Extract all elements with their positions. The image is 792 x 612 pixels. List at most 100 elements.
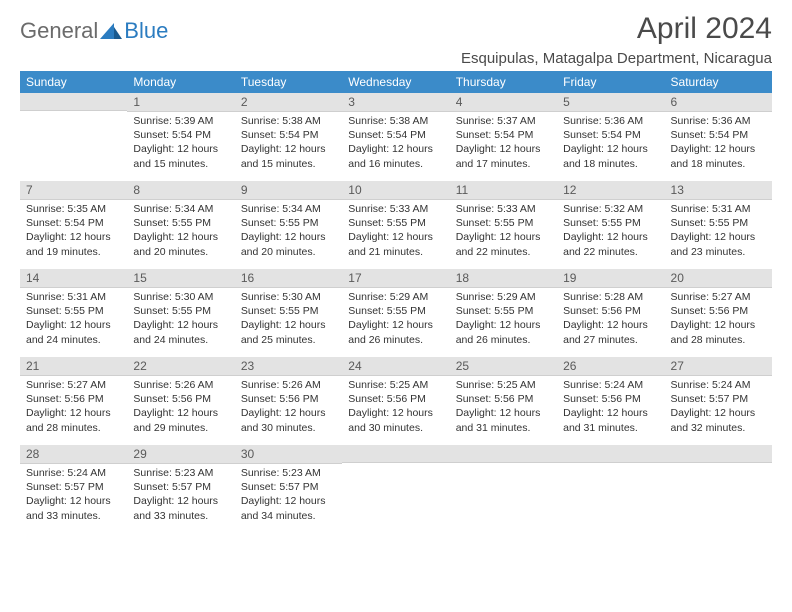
day-body: Sunrise: 5:24 AMSunset: 5:57 PMDaylight:… (665, 376, 772, 437)
day-header: Tuesday (235, 71, 342, 93)
day-line: Sunrise: 5:36 AM (563, 114, 658, 128)
day-line: Daylight: 12 hours and 18 minutes. (671, 142, 766, 170)
day-number: 22 (127, 357, 234, 376)
day-line: Sunrise: 5:25 AM (348, 378, 443, 392)
day-line: Sunset: 5:57 PM (671, 392, 766, 406)
day-line: Daylight: 12 hours and 22 minutes. (456, 230, 551, 258)
day-number (557, 445, 664, 463)
day-line: Sunset: 5:55 PM (348, 304, 443, 318)
day-line: Sunrise: 5:23 AM (133, 466, 228, 480)
calendar-head: SundayMondayTuesdayWednesdayThursdayFrid… (20, 71, 772, 93)
day-line: Sunset: 5:55 PM (133, 216, 228, 230)
day-line: Sunrise: 5:28 AM (563, 290, 658, 304)
calendar-cell: 28Sunrise: 5:24 AMSunset: 5:57 PMDayligh… (20, 445, 127, 533)
day-line: Daylight: 12 hours and 28 minutes. (26, 406, 121, 434)
day-line: Sunset: 5:54 PM (348, 128, 443, 142)
day-number (665, 445, 772, 463)
day-line: Sunset: 5:54 PM (456, 128, 551, 142)
day-body: Sunrise: 5:38 AMSunset: 5:54 PMDaylight:… (235, 112, 342, 173)
day-body: Sunrise: 5:25 AMSunset: 5:56 PMDaylight:… (450, 376, 557, 437)
day-line: Sunrise: 5:38 AM (241, 114, 336, 128)
day-body: Sunrise: 5:26 AMSunset: 5:56 PMDaylight:… (127, 376, 234, 437)
day-header: Thursday (450, 71, 557, 93)
day-line: Sunset: 5:55 PM (671, 216, 766, 230)
calendar-row: 21Sunrise: 5:27 AMSunset: 5:56 PMDayligh… (20, 357, 772, 445)
day-number: 24 (342, 357, 449, 376)
day-body: Sunrise: 5:34 AMSunset: 5:55 PMDaylight:… (235, 200, 342, 261)
day-number: 14 (20, 269, 127, 288)
day-line: Daylight: 12 hours and 15 minutes. (133, 142, 228, 170)
day-line: Sunset: 5:56 PM (241, 392, 336, 406)
day-body: Sunrise: 5:28 AMSunset: 5:56 PMDaylight:… (557, 288, 664, 349)
day-number: 16 (235, 269, 342, 288)
day-number: 8 (127, 181, 234, 200)
day-body: Sunrise: 5:37 AMSunset: 5:54 PMDaylight:… (450, 112, 557, 173)
calendar-cell: 18Sunrise: 5:29 AMSunset: 5:55 PMDayligh… (450, 269, 557, 357)
day-line: Sunset: 5:56 PM (348, 392, 443, 406)
day-header: Monday (127, 71, 234, 93)
day-number: 1 (127, 93, 234, 112)
day-line: Sunset: 5:55 PM (133, 304, 228, 318)
calendar-cell: 2Sunrise: 5:38 AMSunset: 5:54 PMDaylight… (235, 93, 342, 181)
day-line: Sunrise: 5:37 AM (456, 114, 551, 128)
day-line: Sunrise: 5:30 AM (241, 290, 336, 304)
day-body: Sunrise: 5:36 AMSunset: 5:54 PMDaylight:… (557, 112, 664, 173)
day-line: Daylight: 12 hours and 15 minutes. (241, 142, 336, 170)
day-line: Daylight: 12 hours and 30 minutes. (348, 406, 443, 434)
day-line: Sunset: 5:54 PM (671, 128, 766, 142)
day-number: 26 (557, 357, 664, 376)
day-line: Sunset: 5:56 PM (563, 392, 658, 406)
day-body: Sunrise: 5:38 AMSunset: 5:54 PMDaylight:… (342, 112, 449, 173)
day-body: Sunrise: 5:39 AMSunset: 5:54 PMDaylight:… (127, 112, 234, 173)
day-line: Sunrise: 5:33 AM (348, 202, 443, 216)
day-body: Sunrise: 5:35 AMSunset: 5:54 PMDaylight:… (20, 200, 127, 261)
day-line: Sunset: 5:54 PM (26, 216, 121, 230)
day-number: 13 (665, 181, 772, 200)
day-body: Sunrise: 5:34 AMSunset: 5:55 PMDaylight:… (127, 200, 234, 261)
day-line: Sunrise: 5:24 AM (26, 466, 121, 480)
day-line: Daylight: 12 hours and 32 minutes. (671, 406, 766, 434)
day-number: 7 (20, 181, 127, 200)
day-line: Daylight: 12 hours and 20 minutes. (241, 230, 336, 258)
calendar-cell: 22Sunrise: 5:26 AMSunset: 5:56 PMDayligh… (127, 357, 234, 445)
day-line: Daylight: 12 hours and 25 minutes. (241, 318, 336, 346)
calendar-row: 7Sunrise: 5:35 AMSunset: 5:54 PMDaylight… (20, 181, 772, 269)
calendar-cell: 29Sunrise: 5:23 AMSunset: 5:57 PMDayligh… (127, 445, 234, 533)
calendar-cell: 4Sunrise: 5:37 AMSunset: 5:54 PMDaylight… (450, 93, 557, 181)
day-line: Sunrise: 5:34 AM (241, 202, 336, 216)
day-body: Sunrise: 5:25 AMSunset: 5:56 PMDaylight:… (342, 376, 449, 437)
calendar-cell: 15Sunrise: 5:30 AMSunset: 5:55 PMDayligh… (127, 269, 234, 357)
calendar-cell: 7Sunrise: 5:35 AMSunset: 5:54 PMDaylight… (20, 181, 127, 269)
month-title: April 2024 (461, 12, 772, 46)
day-body: Sunrise: 5:27 AMSunset: 5:56 PMDaylight:… (665, 288, 772, 349)
day-number: 23 (235, 357, 342, 376)
day-number: 15 (127, 269, 234, 288)
calendar-cell: 17Sunrise: 5:29 AMSunset: 5:55 PMDayligh… (342, 269, 449, 357)
day-body: Sunrise: 5:26 AMSunset: 5:56 PMDaylight:… (235, 376, 342, 437)
day-body: Sunrise: 5:29 AMSunset: 5:55 PMDaylight:… (450, 288, 557, 349)
day-line: Sunrise: 5:26 AM (133, 378, 228, 392)
day-number (20, 93, 127, 111)
calendar-cell: 1Sunrise: 5:39 AMSunset: 5:54 PMDaylight… (127, 93, 234, 181)
day-body: Sunrise: 5:32 AMSunset: 5:55 PMDaylight:… (557, 200, 664, 261)
calendar-cell (342, 445, 449, 533)
day-line: Daylight: 12 hours and 18 minutes. (563, 142, 658, 170)
day-line: Sunrise: 5:25 AM (456, 378, 551, 392)
day-header: Sunday (20, 71, 127, 93)
day-line: Sunset: 5:55 PM (241, 304, 336, 318)
calendar-cell: 12Sunrise: 5:32 AMSunset: 5:55 PMDayligh… (557, 181, 664, 269)
day-line: Sunset: 5:55 PM (348, 216, 443, 230)
calendar-body: 1Sunrise: 5:39 AMSunset: 5:54 PMDaylight… (20, 93, 772, 533)
day-number: 6 (665, 93, 772, 112)
calendar-cell: 23Sunrise: 5:26 AMSunset: 5:56 PMDayligh… (235, 357, 342, 445)
day-body: Sunrise: 5:36 AMSunset: 5:54 PMDaylight:… (665, 112, 772, 173)
day-line: Sunrise: 5:34 AM (133, 202, 228, 216)
day-line: Sunset: 5:55 PM (563, 216, 658, 230)
day-number: 12 (557, 181, 664, 200)
calendar-cell: 24Sunrise: 5:25 AMSunset: 5:56 PMDayligh… (342, 357, 449, 445)
day-body: Sunrise: 5:33 AMSunset: 5:55 PMDaylight:… (342, 200, 449, 261)
day-body: Sunrise: 5:30 AMSunset: 5:55 PMDaylight:… (235, 288, 342, 349)
day-number: 29 (127, 445, 234, 464)
calendar-cell (450, 445, 557, 533)
day-line: Daylight: 12 hours and 34 minutes. (241, 494, 336, 522)
